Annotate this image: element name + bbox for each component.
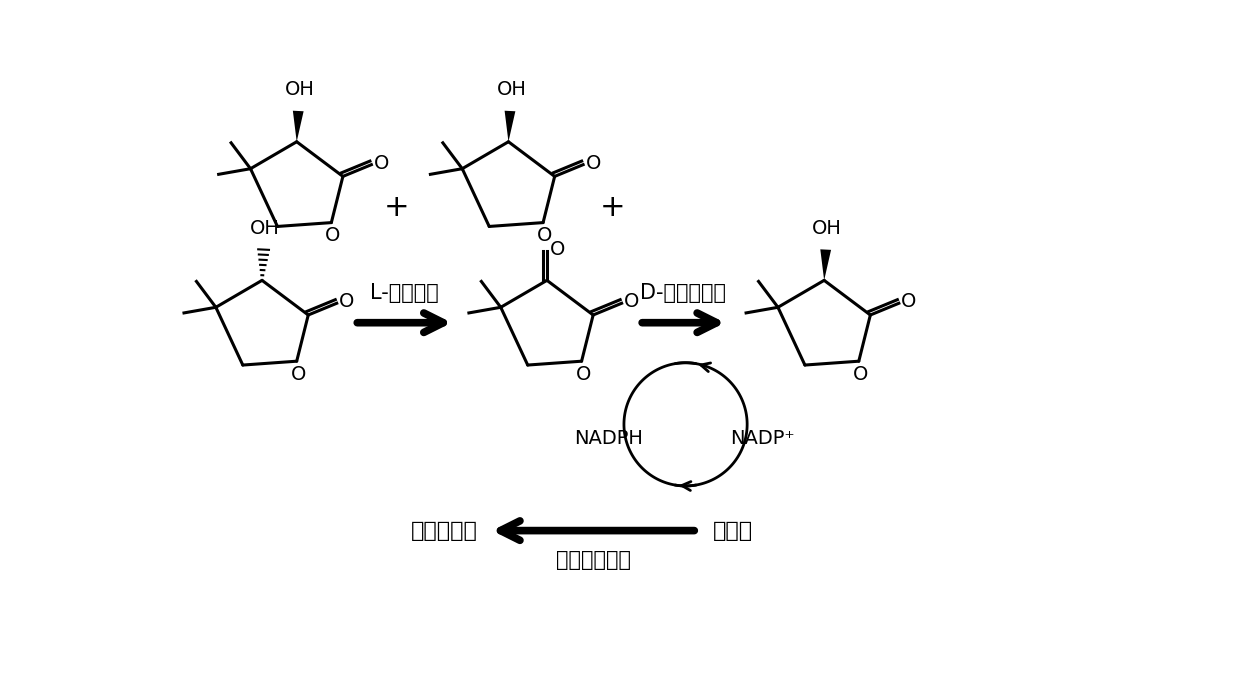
Polygon shape bbox=[293, 111, 304, 141]
Text: O: O bbox=[853, 365, 868, 384]
Text: +: + bbox=[384, 193, 409, 222]
Text: L-醇脱氢酶: L-醇脱氢酶 bbox=[370, 284, 439, 304]
Text: OH: OH bbox=[812, 219, 842, 238]
Text: +: + bbox=[600, 193, 625, 222]
Text: 葡萄糖酸钠: 葡萄糖酸钠 bbox=[410, 521, 477, 540]
Text: O: O bbox=[373, 153, 389, 173]
Text: O: O bbox=[290, 365, 306, 384]
Text: OH: OH bbox=[250, 219, 280, 238]
Text: O: O bbox=[575, 365, 590, 384]
Text: 葡萄糖脱氢酶: 葡萄糖脱氢酶 bbox=[556, 550, 631, 570]
Text: NADPH: NADPH bbox=[574, 428, 644, 448]
Text: O: O bbox=[901, 292, 916, 312]
Text: OH: OH bbox=[496, 80, 527, 99]
Text: O: O bbox=[325, 226, 341, 245]
Text: O: O bbox=[585, 153, 601, 173]
Text: O: O bbox=[551, 240, 565, 259]
Polygon shape bbox=[505, 111, 516, 141]
Text: O: O bbox=[537, 226, 552, 245]
Text: O: O bbox=[339, 292, 355, 312]
Text: OH: OH bbox=[285, 80, 315, 99]
Text: 葡萄糖: 葡萄糖 bbox=[713, 521, 753, 540]
Polygon shape bbox=[821, 249, 831, 280]
Text: D-羰基还原酶: D-羰基还原酶 bbox=[640, 284, 727, 304]
Text: O: O bbox=[624, 292, 640, 312]
Text: NADP⁺: NADP⁺ bbox=[730, 428, 795, 448]
